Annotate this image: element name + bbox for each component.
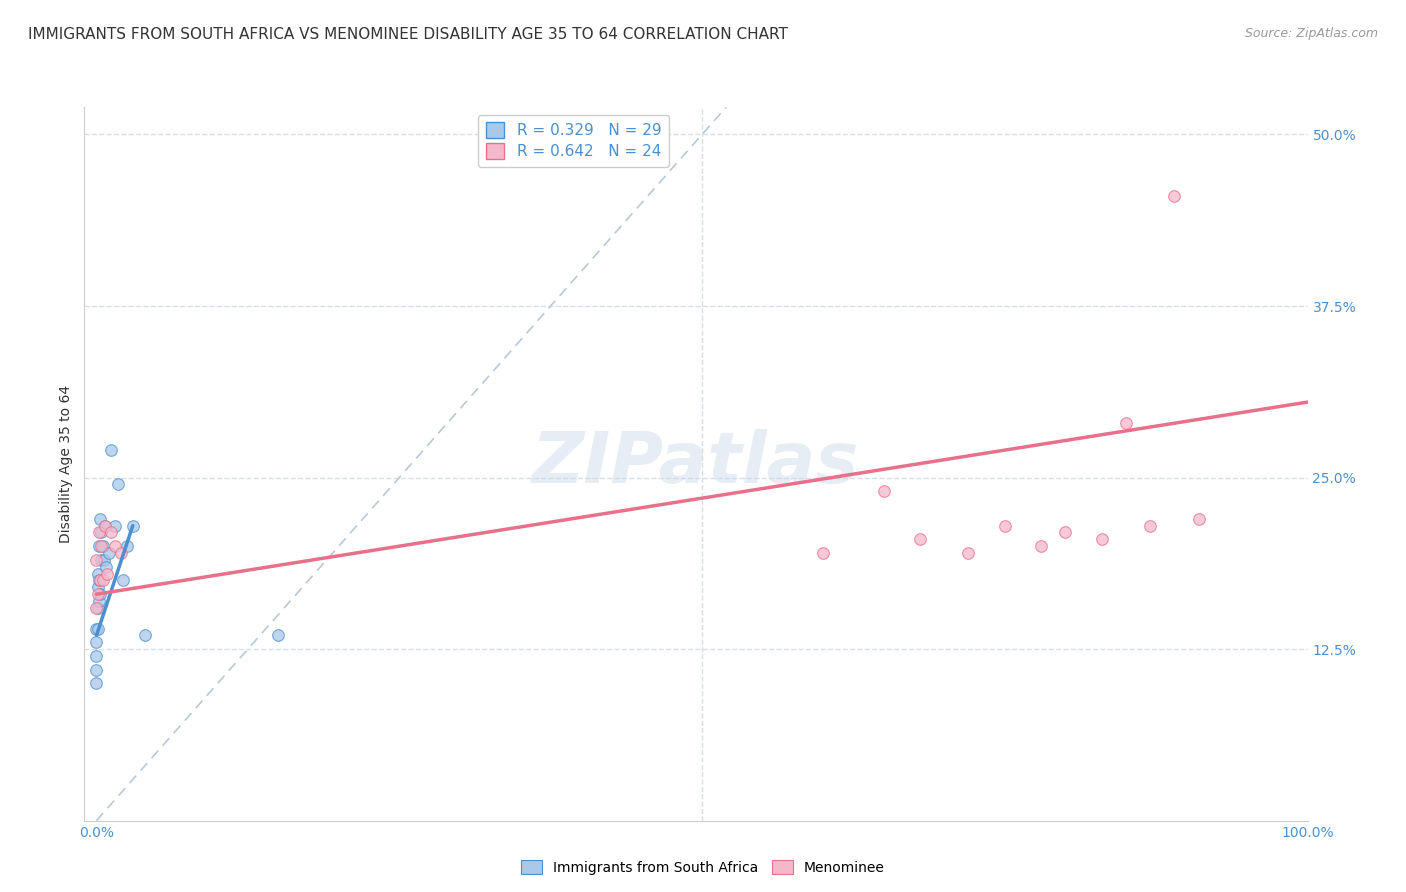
Legend: R = 0.329   N = 29, R = 0.642   N = 24: R = 0.329 N = 29, R = 0.642 N = 24 <box>478 115 669 167</box>
Point <box>86 601 108 615</box>
Point <box>86 553 108 567</box>
Point <box>1029 539 1052 553</box>
Point <box>1187 512 1209 526</box>
Point <box>115 539 138 553</box>
Point <box>91 539 114 553</box>
Text: IMMIGRANTS FROM SOUTH AFRICA VS MENOMINEE DISABILITY AGE 35 TO 64 CORRELATION CH: IMMIGRANTS FROM SOUTH AFRICA VS MENOMINE… <box>28 27 787 42</box>
Point <box>87 594 110 608</box>
Point <box>121 518 143 533</box>
Point <box>94 518 117 533</box>
Point <box>87 525 110 540</box>
Point <box>104 539 127 553</box>
Point <box>1139 518 1161 533</box>
Point <box>267 628 290 642</box>
Point <box>908 533 931 547</box>
Point <box>87 539 110 553</box>
Point <box>1091 533 1114 547</box>
Point <box>100 443 122 458</box>
Point <box>86 587 108 601</box>
Y-axis label: Disability Age 35 to 64: Disability Age 35 to 64 <box>59 384 73 543</box>
Point <box>811 546 834 560</box>
Point <box>1163 189 1185 203</box>
Text: ZIPatlas: ZIPatlas <box>533 429 859 499</box>
Point <box>86 622 108 636</box>
Point <box>1054 525 1077 540</box>
Point <box>86 648 108 663</box>
Point <box>107 477 129 491</box>
Point <box>86 635 108 649</box>
Point <box>96 559 118 574</box>
Point <box>957 546 980 560</box>
Point <box>994 518 1017 533</box>
Point <box>89 512 111 526</box>
Point <box>134 628 156 642</box>
Point <box>873 484 896 499</box>
Point <box>112 574 135 588</box>
Point <box>100 525 122 540</box>
Point <box>89 574 111 588</box>
Point <box>90 539 112 553</box>
Point <box>86 580 108 594</box>
Point <box>86 601 108 615</box>
Legend: Immigrants from South Africa, Menominee: Immigrants from South Africa, Menominee <box>516 855 890 880</box>
Point <box>86 663 108 677</box>
Text: Source: ZipAtlas.com: Source: ZipAtlas.com <box>1244 27 1378 40</box>
Point <box>90 553 112 567</box>
Point <box>87 574 110 588</box>
Point <box>94 518 117 533</box>
Point <box>91 574 114 588</box>
Point <box>86 676 108 690</box>
Point <box>93 553 115 567</box>
Point <box>86 566 108 581</box>
Point <box>90 525 112 540</box>
Point <box>1115 416 1137 430</box>
Point <box>86 622 108 636</box>
Point <box>104 518 127 533</box>
Point <box>89 587 111 601</box>
Point <box>97 546 120 560</box>
Point <box>96 566 118 581</box>
Point <box>110 546 132 560</box>
